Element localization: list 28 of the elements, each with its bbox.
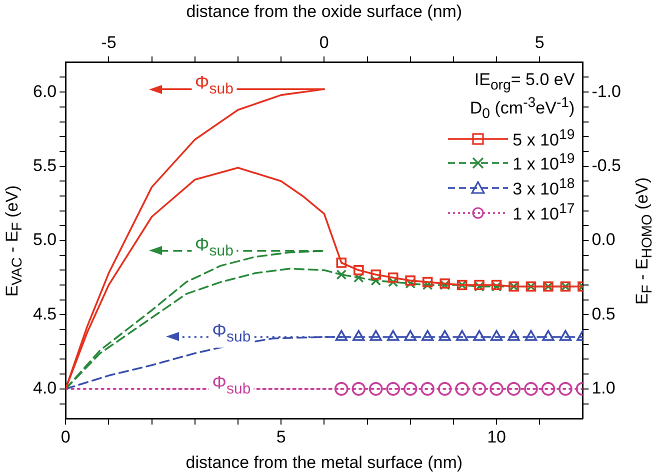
x-axis-title: distance from the metal surface (nm)	[186, 453, 463, 473]
x-tick-label: 5	[276, 427, 286, 446]
x2-tick-label: 0	[319, 32, 329, 52]
ref-line-label: Φ$_{sub}$	[192, 72, 236, 100]
y-tick-label: 6.0	[32, 82, 57, 101]
ref-line-label: Φ$_{sub}$	[192, 234, 236, 262]
y2-tick-label: 0.5	[592, 304, 616, 324]
y-tick-label: 4.5	[32, 304, 57, 324]
legend-title: D$_{0}$ (cm$^{-3}$eV$^{-1}$)	[470, 94, 575, 122]
x-tick-label: 10	[487, 427, 506, 446]
y2-tick-label: 0.0	[592, 230, 616, 250]
x2-tick-label: 5	[534, 32, 544, 52]
legend-label: 1 x 10$^{17}$	[512, 200, 575, 224]
y2-tick-label: 1.0	[592, 378, 616, 398]
x2-axis-title: distance from the oxide surface (nm)	[186, 2, 462, 22]
y2-tick-label: -1.0	[592, 82, 622, 101]
ref-line-label: Φ$_{sub}$	[209, 320, 254, 348]
x-tick-label: 0	[60, 427, 70, 446]
annotation: IE$_{org}$= 5.0 eV	[474, 70, 575, 94]
legend-label: 5 x 10$^{19}$	[512, 126, 575, 150]
y-tick-label: 5.0	[32, 230, 57, 250]
y2-tick-label: -0.5	[592, 156, 622, 175]
legend-label: 1 x 10$^{19}$	[512, 151, 575, 176]
y-tick-label: 4.0	[32, 378, 57, 398]
ref-line-label: Φ$_{sub}$	[209, 372, 254, 400]
legend-label: 3 x 10$^{18}$	[512, 176, 575, 200]
y-tick-label: 5.5	[32, 156, 57, 175]
x2-tick-label: -5	[101, 32, 116, 52]
